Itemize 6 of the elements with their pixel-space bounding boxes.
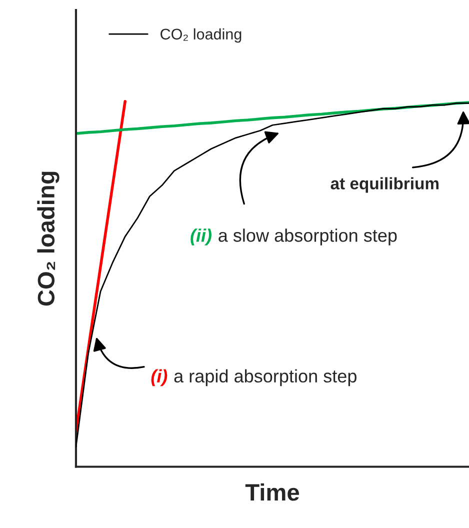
annotation: (i) a rapid absorption step [151, 369, 356, 386]
annotation: (ii) a slow absorption step [190, 228, 397, 246]
annotation: at equilibrium [330, 177, 438, 193]
y-axis-title: CO₂ loading [37, 172, 60, 306]
legend-label: CO₂ loading [160, 28, 242, 43]
x-axis-title: Time [245, 483, 300, 501]
